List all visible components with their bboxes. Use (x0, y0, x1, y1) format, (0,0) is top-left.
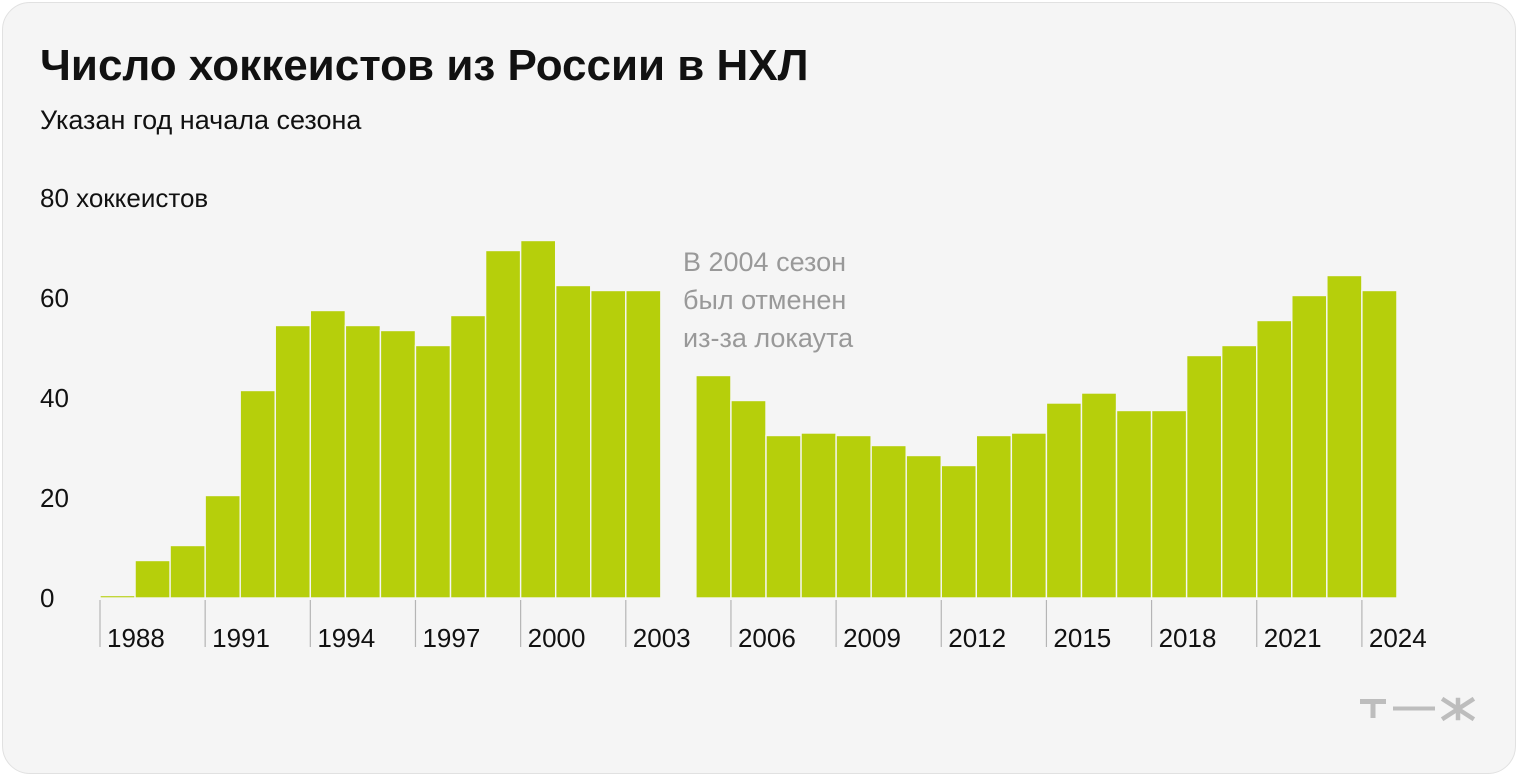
x-tick-label: 2012 (948, 623, 1006, 653)
y-tick-label: 0 (40, 583, 54, 613)
x-axis: 1988 1991 1994 1997 2000 2003 2006 2009 2012 2015… (99, 600, 1427, 653)
bar-1998 (484, 249, 522, 599)
x-tick-label: 2003 (633, 623, 691, 653)
bar-1995 (379, 329, 417, 599)
bar-2004 (695, 374, 732, 599)
bar-1996 (414, 344, 452, 599)
bar-2021 (1291, 294, 1328, 599)
annotation-line: В 2004 сезон (683, 247, 846, 277)
bar-2012 (975, 434, 1013, 599)
bar-1993 (309, 309, 347, 599)
bar-2007 (800, 432, 837, 599)
x-tick-label: 2024 (1369, 623, 1427, 653)
annotation-line: был отменен (683, 285, 846, 315)
x-tick-label: 1997 (422, 623, 480, 653)
bar-2001 (590, 289, 627, 599)
bar-1988 (134, 559, 171, 599)
bar-2006 (765, 434, 802, 599)
bar-1987 (99, 594, 136, 599)
x-tick-label: 2009 (843, 623, 901, 653)
y-tick-label: 40 (40, 383, 69, 413)
bar-2020 (1256, 319, 1293, 599)
bar-2016 (1115, 409, 1153, 599)
x-tick-label: 2015 (1053, 623, 1111, 653)
lockout-annotation: В 2004 сезон был отменен из-за локаута (683, 247, 854, 353)
bar-2014 (1045, 402, 1083, 599)
x-tick-label: 2000 (528, 623, 586, 653)
bar-1989 (169, 544, 206, 599)
x-tick-label: 2021 (1264, 623, 1322, 653)
bar-2009 (870, 444, 907, 599)
bar-1997 (449, 314, 487, 599)
chart-subtitle: Указан год начала сезона (40, 105, 362, 135)
bar-2005 (730, 399, 767, 599)
x-tick-label: 2006 (738, 623, 796, 653)
bar-2017 (1150, 409, 1188, 599)
y-tick-label: 80 хоккеистов (40, 183, 208, 213)
bar-2008 (835, 434, 872, 599)
bar-2019 (1220, 344, 1258, 599)
bar-1992 (274, 324, 312, 599)
y-axis: 0 20 40 60 80 хоккеистов (40, 183, 208, 613)
bar-2002 (625, 289, 662, 599)
bar-2010 (905, 454, 942, 599)
bar-2011 (940, 464, 978, 599)
bar-2018 (1185, 354, 1223, 599)
chart-title: Число хоккеистов из России в НХЛ (40, 41, 809, 90)
x-tick-label: 1988 (107, 623, 165, 653)
x-tick-label: 1994 (317, 623, 375, 653)
bar-2015 (1080, 392, 1118, 599)
y-tick-label: 20 (40, 483, 69, 513)
bar-1999 (519, 239, 557, 599)
bar-2022 (1326, 274, 1363, 599)
bar-2013 (1010, 432, 1048, 599)
bar-2023 (1361, 289, 1398, 599)
tzh-logo-icon (1360, 696, 1476, 722)
bar-1994 (344, 324, 382, 599)
bar-1991 (239, 389, 276, 599)
bar-2000 (554, 284, 592, 599)
x-tick-label: 1991 (212, 623, 270, 653)
bars (99, 239, 1398, 599)
y-tick-label: 60 (40, 283, 69, 313)
bar-1990 (204, 494, 241, 599)
x-tick-label: 2018 (1159, 623, 1217, 653)
annotation-line: из-за локаута (683, 323, 854, 353)
